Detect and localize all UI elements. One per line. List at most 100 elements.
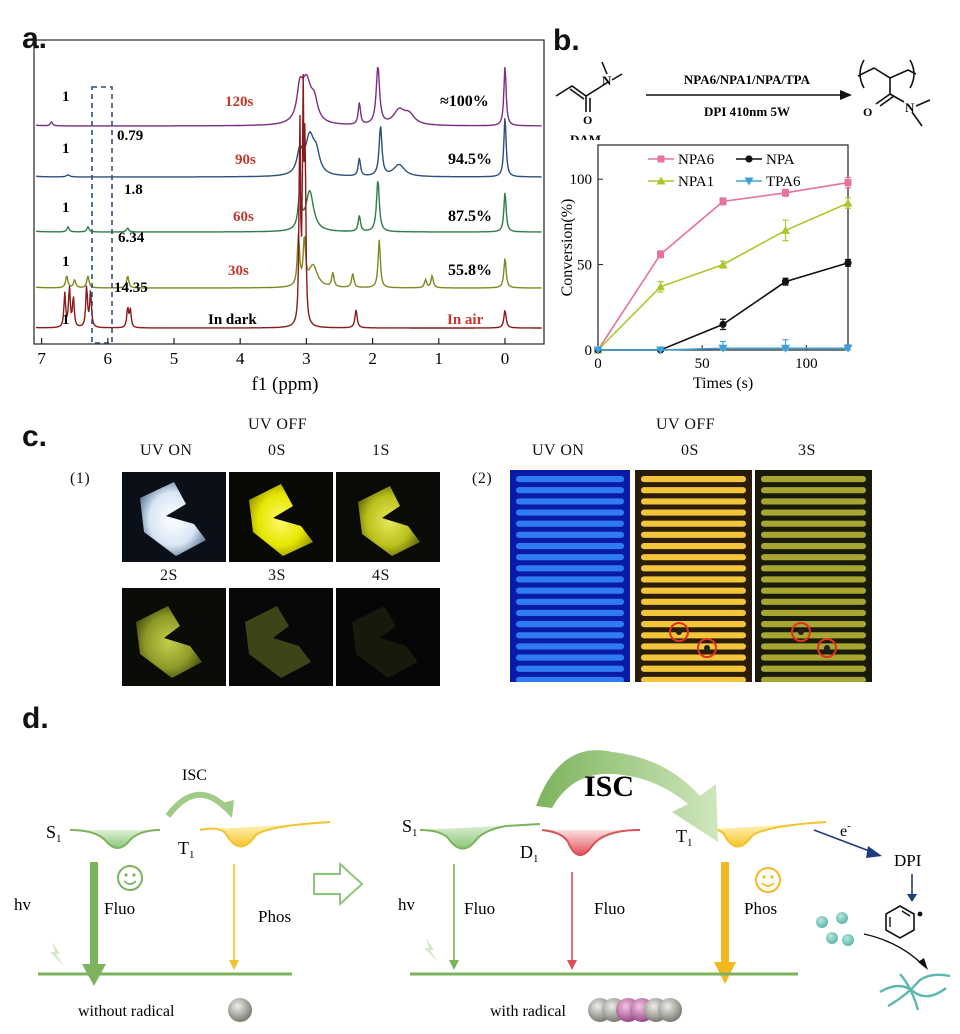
t1-well-left <box>199 821 331 848</box>
vinyl-integral: 0.79 <box>117 128 143 144</box>
defect-marker <box>697 638 717 658</box>
pattern-uv-off-3s <box>755 470 872 682</box>
stripe <box>516 509 624 516</box>
stripes-orange <box>641 476 746 682</box>
photo-uv-off-4s <box>336 588 440 686</box>
nmr-x-ticks: 7 6 5 4 3 2 1 0 <box>37 338 509 368</box>
nmr-trace <box>35 181 542 233</box>
sub-label-2: (2) <box>472 470 493 487</box>
conversion-label: ≈100% <box>440 93 489 110</box>
without-radical-label: without radical <box>78 1003 175 1020</box>
stripe <box>761 665 866 672</box>
nmr-tick-label: 2 <box>368 349 377 368</box>
stripe <box>641 665 746 672</box>
stripe <box>761 509 866 516</box>
uv-off-caption-2: UV OFF <box>656 416 716 433</box>
reagent-top: NPA6/NPA1/NPA/TPA <box>684 72 811 87</box>
stripe <box>761 476 866 483</box>
isc-arrowhead-left <box>218 800 234 818</box>
stripe <box>761 598 866 605</box>
data-point <box>844 179 852 187</box>
x-tick-label: 0 <box>594 356 602 372</box>
smiley-icon <box>117 865 143 891</box>
defect-dot <box>704 645 710 651</box>
stripe <box>761 621 866 628</box>
x-axis-label: Times (s) <box>693 375 753 392</box>
data-point <box>656 346 665 355</box>
nitrogen-atom: N <box>602 73 612 88</box>
polymer-chains-icon <box>879 973 951 1011</box>
nmr-xlabel: f1 (ppm) <box>251 374 318 395</box>
polymer-nitrogen: N <box>905 100 915 115</box>
legend-label: NPA6 <box>678 152 715 168</box>
nmr-trace <box>35 66 542 127</box>
vinyl-integral: 1.8 <box>124 182 143 198</box>
stripe <box>641 576 746 583</box>
stripe <box>516 531 624 538</box>
d1-label: D1 <box>520 842 539 865</box>
legend-label: NPA1 <box>678 174 714 190</box>
fluo-label-left: Fluo <box>104 899 135 918</box>
nmr-row-labels: 1 120s ≈100% 1 0.79 90s 94.5% 1 1.8 60s … <box>62 89 492 328</box>
stripe <box>641 632 746 639</box>
jablonski-diagrams: S1 T1 ISC Fluo Phos hv without radical S… <box>14 750 951 1022</box>
pattern-uv-on <box>510 470 630 682</box>
ref-integral: 1 <box>62 89 70 105</box>
polymer-oxygen: O <box>863 105 872 119</box>
stripe <box>761 542 866 550</box>
stripe <box>516 643 624 650</box>
legend-entry: NPA <box>736 152 795 168</box>
data-point <box>745 155 753 163</box>
stripe <box>761 554 866 561</box>
sub-label-1: (1) <box>70 470 91 487</box>
vinyl-region-box <box>91 86 113 344</box>
dam-structure <box>555 61 623 112</box>
ref-integral: 1 <box>62 200 70 216</box>
stripe <box>641 621 746 628</box>
stripe <box>761 632 866 639</box>
stripe <box>641 676 746 682</box>
data-point <box>593 346 603 355</box>
stripe <box>516 487 624 494</box>
s1-label-left: S1 <box>46 822 62 845</box>
stripe <box>516 565 624 572</box>
legend-entry: TPA6 <box>736 174 801 190</box>
s1-label-right: S1 <box>402 816 418 839</box>
vinyl-integral: 14.35 <box>114 280 148 296</box>
reagent-bottom: DPI 410nm 5W <box>704 104 790 119</box>
nmr-tick-label: 1 <box>435 349 444 368</box>
x-tick-label: 50 <box>695 356 710 372</box>
time-2s-caption: 2S <box>160 567 178 584</box>
phos-arrow-right <box>721 862 729 966</box>
defect-marker <box>817 638 837 658</box>
data-point <box>718 344 728 353</box>
crystal-0s <box>249 484 313 556</box>
phos-label-right: Phos <box>744 899 777 918</box>
nmr-spectra-chart: 7 6 5 4 3 2 1 0 f1 (ppm) 1 120s ≈100% 1 0.79 90… <box>33 39 545 395</box>
stripe <box>761 676 866 682</box>
stripe <box>516 554 624 561</box>
data-point <box>657 155 665 163</box>
phos-label-left: Phos <box>258 907 291 926</box>
arrow-head <box>840 90 852 100</box>
stripe <box>641 509 746 516</box>
crystal-4s <box>352 606 418 678</box>
series-tpa6 <box>593 339 853 355</box>
lightning-icon <box>50 942 64 966</box>
photo-uv-off-3s <box>229 588 333 686</box>
stripe <box>516 498 624 505</box>
photo-uv-on <box>122 472 226 562</box>
stripe <box>641 565 746 572</box>
data-point <box>844 259 852 267</box>
conversion-label: 87.5% <box>448 208 492 225</box>
stripe <box>516 520 624 527</box>
data-point <box>719 320 727 328</box>
data-point <box>843 344 853 353</box>
oxygen-atom: O <box>583 113 592 127</box>
fluo-label-s1: Fluo <box>464 899 495 918</box>
transition-arrow <box>313 861 364 907</box>
stripe <box>641 531 746 538</box>
reaction-scheme: N O DAM NPA6/NPA1/NPA/TPA DPI 410nm 5W O… <box>555 59 931 140</box>
conversion-label: 94.5% <box>448 151 492 168</box>
panel-label-b: b. <box>553 24 580 57</box>
